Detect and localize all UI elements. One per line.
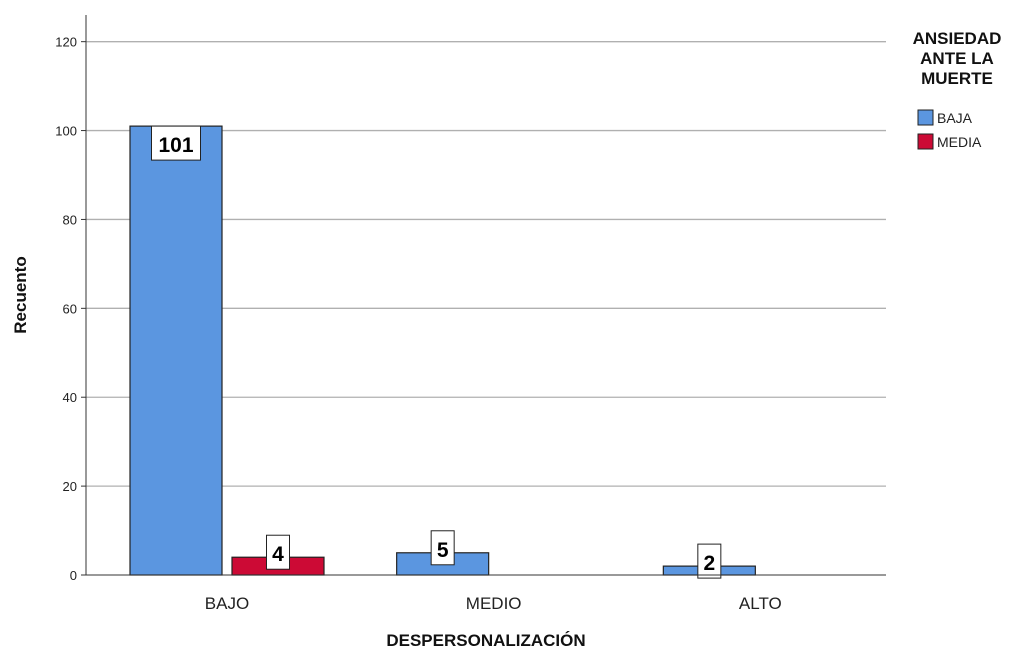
data-label-box — [697, 543, 722, 579]
y-axis-title: Recuento — [11, 256, 30, 333]
legend: ANSIEDAD ANTE LA MUERTE BAJA MEDIA — [913, 29, 1002, 150]
legend-swatch-media — [917, 133, 934, 150]
x-axis-categories: BAJO MEDIO ALTO — [205, 594, 782, 613]
y-tick-label: 0 — [70, 568, 77, 583]
data-label: 5 — [437, 539, 449, 562]
data-label: 4 — [272, 543, 284, 566]
data-label: 2 — [703, 552, 715, 575]
x-category-label: ALTO — [739, 594, 782, 613]
y-tick-label: 120 — [55, 35, 77, 50]
x-category-label: MEDIO — [466, 594, 522, 613]
data-label-box — [266, 534, 290, 570]
legend-title-line-2: ANTE LA — [920, 49, 994, 68]
data-label-box — [151, 125, 201, 161]
data-label-box — [430, 530, 455, 566]
x-category-label: BAJO — [205, 594, 249, 613]
y-tick-label: 80 — [63, 212, 77, 227]
axes — [85, 15, 886, 576]
data-labels: 101 4 5 2 — [151, 125, 722, 579]
y-tick-label: 20 — [63, 479, 77, 494]
legend-title-line-3: MUERTE — [921, 69, 993, 88]
legend-label-media: MEDIA — [937, 134, 982, 150]
legend-title-line-1: ANSIEDAD — [913, 29, 1002, 48]
y-tick-label: 100 — [55, 124, 77, 139]
y-tick-label: 40 — [63, 390, 77, 405]
legend-swatch-baja — [917, 109, 934, 126]
data-label: 101 — [158, 134, 193, 157]
x-axis-title: DESPERSONALIZACIÓN — [386, 631, 585, 650]
bars — [129, 125, 756, 576]
y-axis-ticks: 0 20 40 60 80 100 120 — [55, 35, 86, 583]
y-tick-label: 60 — [63, 301, 77, 316]
legend-label-baja: BAJA — [937, 110, 973, 126]
bar-baja-bajo — [129, 125, 223, 576]
